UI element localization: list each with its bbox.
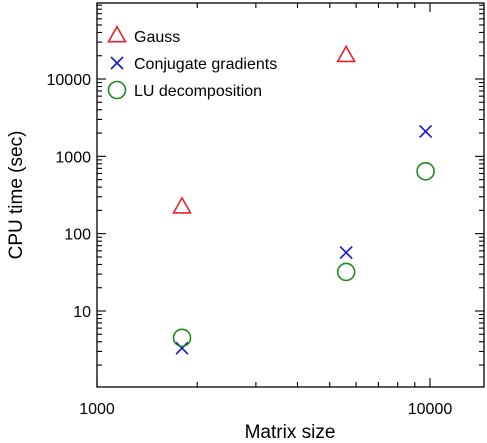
legend-marker (107, 80, 127, 100)
data-point-x (339, 245, 353, 260)
data-markers (172, 44, 435, 355)
data-point-circle (416, 162, 435, 181)
y-tick-label: 100 (64, 227, 91, 244)
x-tick-label: 1000 (79, 401, 115, 418)
legend-label: Conjugate gradients (134, 56, 277, 73)
legend-label: LU decomposition (134, 83, 262, 100)
data-point-circle (336, 262, 356, 282)
y-tick-label: 1000 (55, 149, 91, 166)
axis-ticks (96, 3, 484, 387)
y-tick-label: 10 (73, 304, 91, 321)
y-tick-label: 10000 (47, 72, 92, 89)
data-point-x (419, 124, 433, 138)
plot-frame (96, 2, 485, 388)
data-point-triangle (172, 196, 192, 214)
data-point-circle (172, 328, 192, 348)
y-axis-label: CPU time (sec) (6, 131, 27, 260)
legend-marker (107, 25, 127, 43)
x-axis-label: Matrix size (245, 422, 336, 443)
legend-label: Gauss (134, 29, 180, 46)
legend-marker (110, 56, 124, 70)
x-tick-label: 10000 (408, 401, 453, 418)
data-point-triangle (336, 44, 357, 63)
data-point-x (175, 341, 189, 355)
axis-tick-labels: 10 100 1000 10000 1000 10000 (47, 72, 453, 418)
legend: Gauss Conjugate gradients LU decomposition (107, 25, 277, 100)
